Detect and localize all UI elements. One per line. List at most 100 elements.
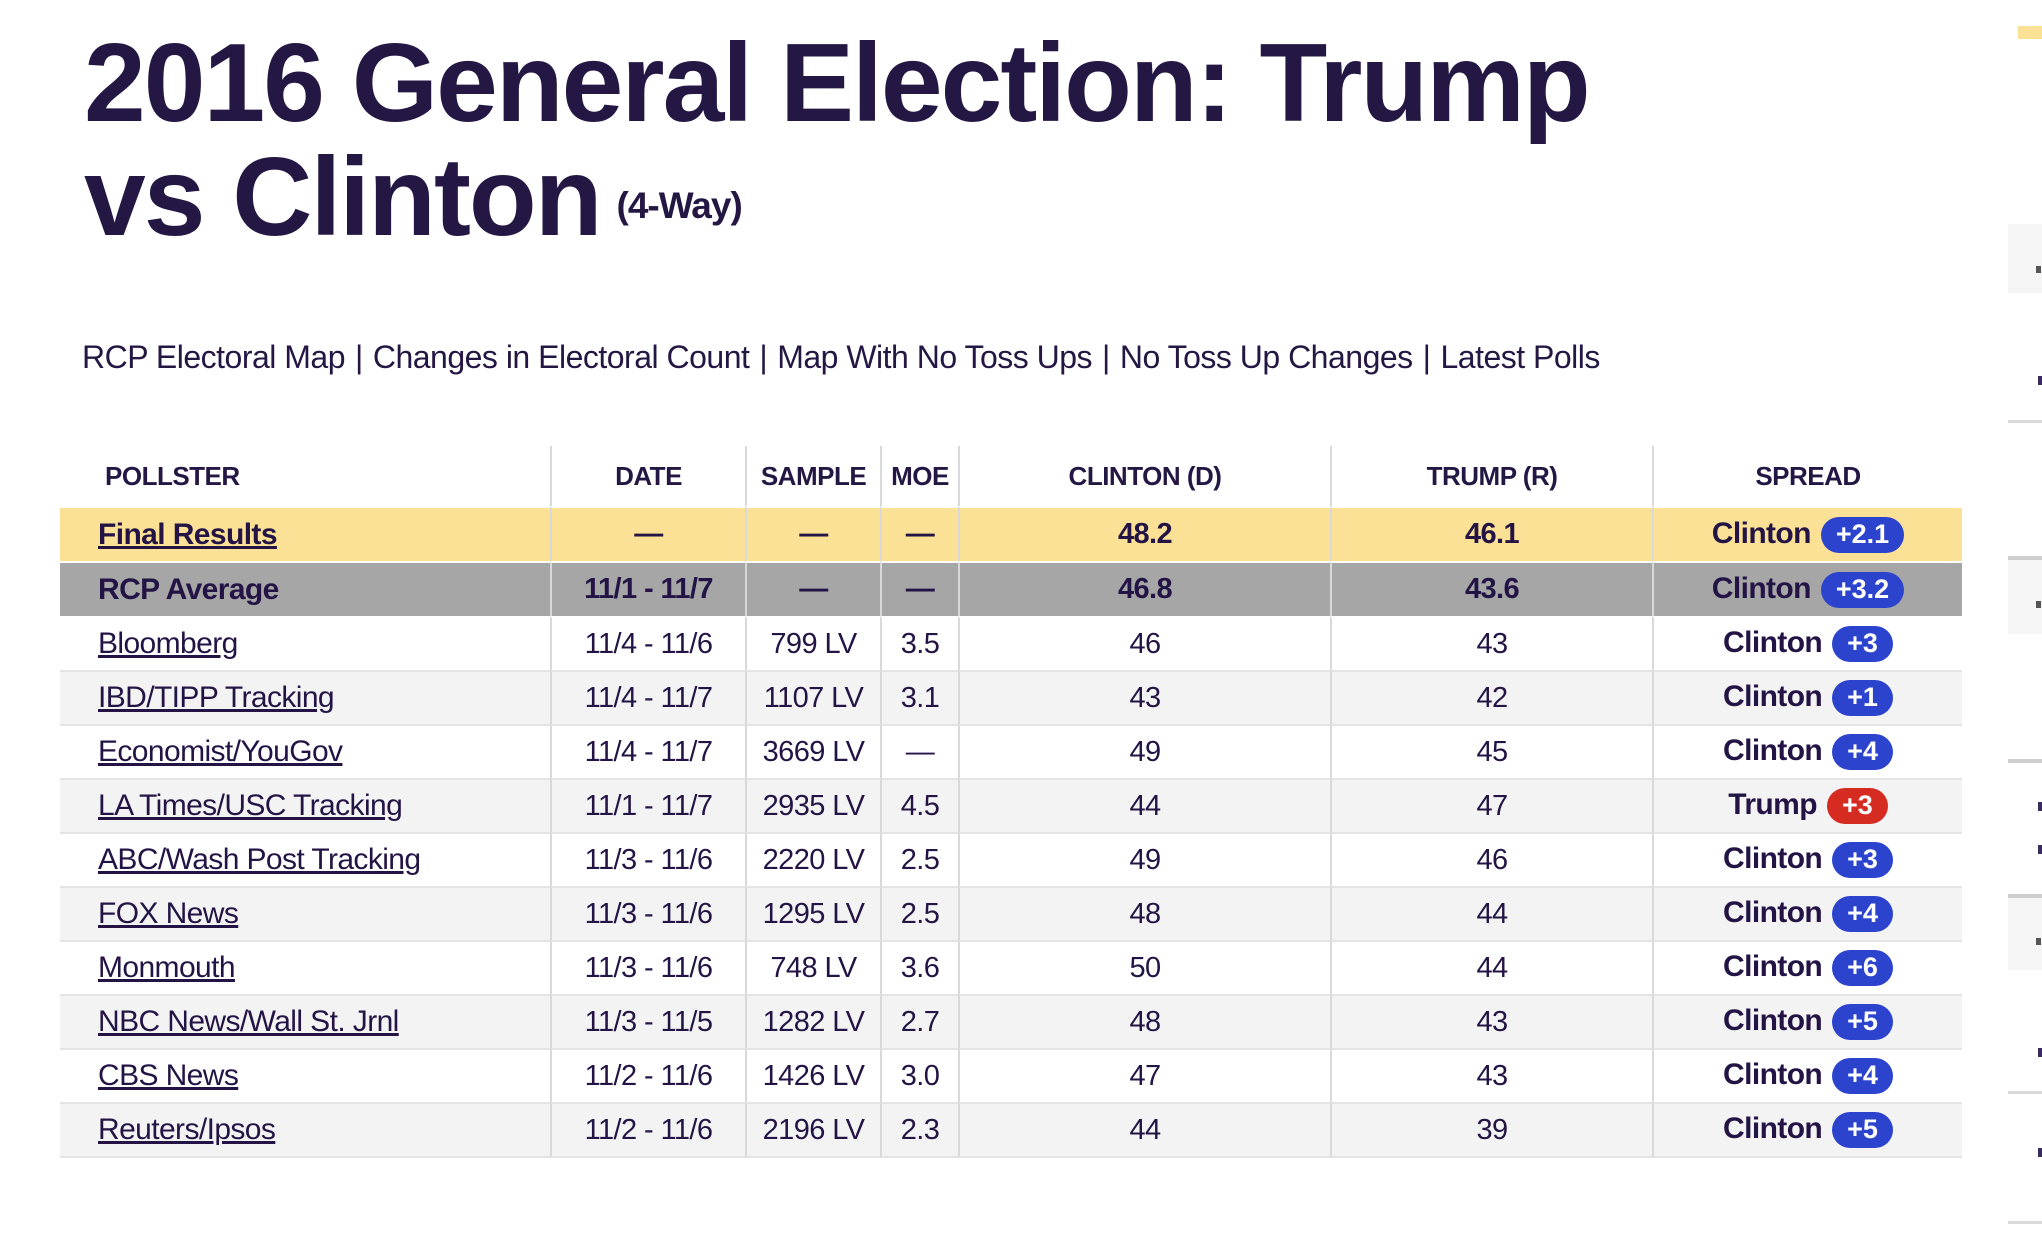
cell-trump: 43 [1330,994,1652,1048]
cell-clinton: 44 [958,1102,1330,1158]
page-title-line-1: 2016 General Election: Trump [84,21,1591,145]
poll-row-economist-yougov: Economist/YouGov 11/4 - 11/7 3669 LV —49 45 C… [60,724,1962,778]
cell-pollster: Reuters/Ipsos [60,1102,550,1158]
column-header-sample: SAMPLE [745,446,880,506]
cell-moe: 2.3 [880,1102,958,1158]
spread-value-badge: +5 [1832,1004,1893,1040]
page-title-suffix: (4-Way) [616,185,743,226]
right-edge-rule-fragment [2008,759,2042,763]
cell-pollster: ABC/Wash Post Tracking [60,832,550,886]
right-edge-text-fragment [2038,1148,2042,1157]
cell-moe: 3.1 [880,670,958,724]
column-header-date: DATE [550,446,745,506]
column-header-trump: TRUMP (R) [1330,446,1652,506]
cell-moe: — [880,561,958,616]
right-edge-gray-box [2008,556,2042,634]
cell-spread: Clinton +2.1 [1652,506,1962,561]
cell-pollster: IBD/TIPP Tracking [60,670,550,724]
pollster-link[interactable]: FOX News [98,897,239,930]
cell-sample: 1295 LV [745,886,880,940]
poll-row-monmouth: Monmouth 11/3 - 11/6 748 LV 3.6 50 44 Clinton +… [60,940,1962,994]
nav-link-separator: | [355,339,363,375]
spread-leader-label: Clinton [1723,1004,1823,1037]
cell-clinton: 46.8 [958,561,1330,616]
cell-clinton: 46 [958,616,1330,670]
spread-value-badge: +4 [1832,896,1893,932]
spread-value-badge: +6 [1832,950,1893,986]
pollster-link[interactable]: Final Results [98,517,278,551]
right-edge-gray-box [2008,894,2042,970]
right-edge-text-fragment [2036,601,2041,608]
cell-sample: — [745,561,880,616]
page-title: 2016 General Election: Trump vs Clinton(… [84,26,2042,263]
pollster-link[interactable]: NBC News/Wall St. Jrnl [98,1005,399,1038]
cell-clinton: 43 [958,670,1330,724]
spread-value-badge: +3 [1832,626,1893,662]
pollster-link[interactable]: CBS News [98,1059,239,1092]
right-edge-text-fragment [2036,266,2041,273]
nav-link-no-toss-up-changes[interactable]: No Toss Up Changes [1119,339,1413,375]
poll-row-ibd-tipp-tracking: IBD/TIPP Tracking 11/4 - 11/7 1107 LV 3.1 43… [60,670,1962,724]
cell-sample: 748 LV [745,940,880,994]
polls-table-header-row: POLLSTER DATE SAMPLE MOE CLINTON (D) TRUMP (R… [60,446,1962,506]
cell-spread: Clinton +1 [1652,670,1962,724]
nav-link-latest-polls[interactable]: Latest Polls [1440,339,1600,375]
cell-spread: Clinton +3.2 [1652,561,1962,616]
cell-date: 11/3 - 11/6 [550,940,745,994]
right-edge-rule-fragment [2008,420,2042,423]
cell-sample: 2220 LV [745,832,880,886]
cell-spread: Clinton +3 [1652,616,1962,670]
poll-row-cbs-news: CBS News 11/2 - 11/6 1426 LV 3.0 47 43 Clinton… [60,1048,1962,1102]
cell-date: 11/1 - 11/7 [550,778,745,832]
spread-leader-label: Clinton [1723,626,1823,659]
nav-link-map-with-no-toss-ups[interactable]: Map With No Toss Ups [777,339,1093,375]
pollster-link[interactable]: Reuters/Ipsos [98,1113,276,1146]
cell-moe: 2.7 [880,994,958,1048]
cell-moe: 3.0 [880,1048,958,1102]
pollster-label: RCP Average [98,572,279,606]
spread-leader-label: Clinton [1723,680,1823,713]
spread-leader-label: Clinton [1723,734,1823,767]
column-header-pollster: POLLSTER [105,460,240,491]
right-edge-rule-fragment [2008,1221,2042,1224]
pollster-link[interactable]: ABC/Wash Post Tracking [98,843,421,876]
column-header-clinton: CLINTON (D) [958,446,1330,506]
spread-value-badge: +5 [1832,1112,1893,1148]
cell-clinton: 49 [958,832,1330,886]
cell-moe: — [880,724,958,778]
pollster-link[interactable]: LA Times/USC Tracking [98,789,403,822]
right-edge-text-fragment [2038,845,2042,854]
cell-sample: 2935 LV [745,778,880,832]
pollster-link[interactable]: IBD/TIPP Tracking [98,681,335,714]
cell-spread: Clinton +3 [1652,832,1962,886]
cell-moe: 3.5 [880,616,958,670]
cell-moe: 2.5 [880,886,958,940]
cell-trump: 47 [1330,778,1652,832]
nav-link-rcp-electoral-map[interactable]: RCP Electoral Map [82,339,346,375]
cell-pollster: Final Results [60,506,550,561]
cell-date: 11/4 - 11/7 [550,670,745,724]
spread-leader-label: Clinton [1711,571,1812,605]
cell-date: 11/4 - 11/6 [550,616,745,670]
cell-spread: Trump +3 [1652,778,1962,832]
cell-clinton: 48 [958,886,1330,940]
pollster-link[interactable]: Monmouth [98,951,236,984]
pollster-link[interactable]: Bloomberg [98,627,238,660]
poll-row-abc-wash-post-tracking: ABC/Wash Post Tracking 11/3 - 11/6 2220 LV… [60,832,1962,886]
nav-link-separator: | [1102,339,1110,375]
cell-spread: Clinton +4 [1652,724,1962,778]
nav-link-changes-in-electoral-count[interactable]: Changes in Electoral Count [372,339,750,375]
cell-date: 11/3 - 11/6 [550,832,745,886]
right-edge-text-fragment [2038,802,2042,811]
pollster-link[interactable]: Economist/YouGov [98,735,343,768]
page-title-line-2: vs Clinton (4-Way) [84,140,2042,263]
cell-trump: 43 [1330,1048,1652,1102]
cell-pollster: Bloomberg [60,616,550,670]
spread-value-badge: +1 [1832,680,1893,716]
poll-row-bloomberg: Bloomberg 11/4 - 11/6 799 LV 3.5 46 43 Clinton… [60,616,1962,670]
poll-row-rcp-average: RCP Average 11/1 - 11/7— —46.8 43.6 Clinton +… [60,561,1962,616]
cell-trump: 45 [1330,724,1652,778]
spread-value-badge: +4 [1832,734,1893,770]
cell-pollster: NBC News/Wall St. Jrnl [60,994,550,1048]
spread-value-badge: +3 [1832,842,1893,878]
